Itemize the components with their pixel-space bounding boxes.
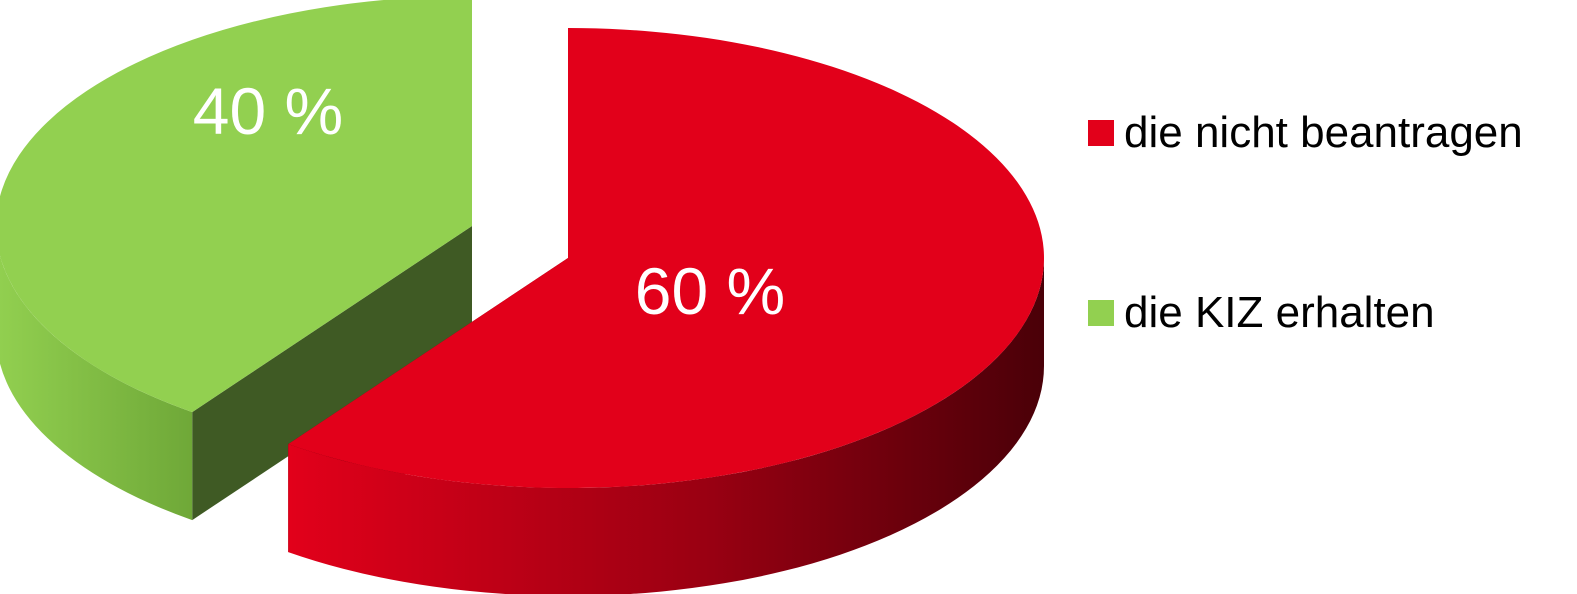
legend-swatch-green xyxy=(1088,300,1114,326)
pie-slice-label: 60 % xyxy=(635,254,785,328)
pie-slice-wall xyxy=(192,226,472,521)
pie-slice-top xyxy=(0,0,472,413)
pie-slice-1 xyxy=(0,0,472,521)
pie-slice-top xyxy=(288,28,1045,489)
pie-slice-label: 40 % xyxy=(193,74,343,148)
legend-label: die nicht beantragen xyxy=(1124,108,1523,157)
legend-item-1: die KIZ erhalten xyxy=(1088,284,1568,342)
pie-slice-side xyxy=(288,258,1044,594)
legend: die nicht beantragen die KIZ erhalten xyxy=(1088,104,1568,464)
legend-label: die KIZ erhalten xyxy=(1124,288,1435,337)
pie-slice-0 xyxy=(288,28,1045,594)
legend-swatch-red xyxy=(1088,120,1114,146)
legend-item-0: die nicht beantragen xyxy=(1088,104,1568,162)
pie-slice-side xyxy=(0,255,193,521)
